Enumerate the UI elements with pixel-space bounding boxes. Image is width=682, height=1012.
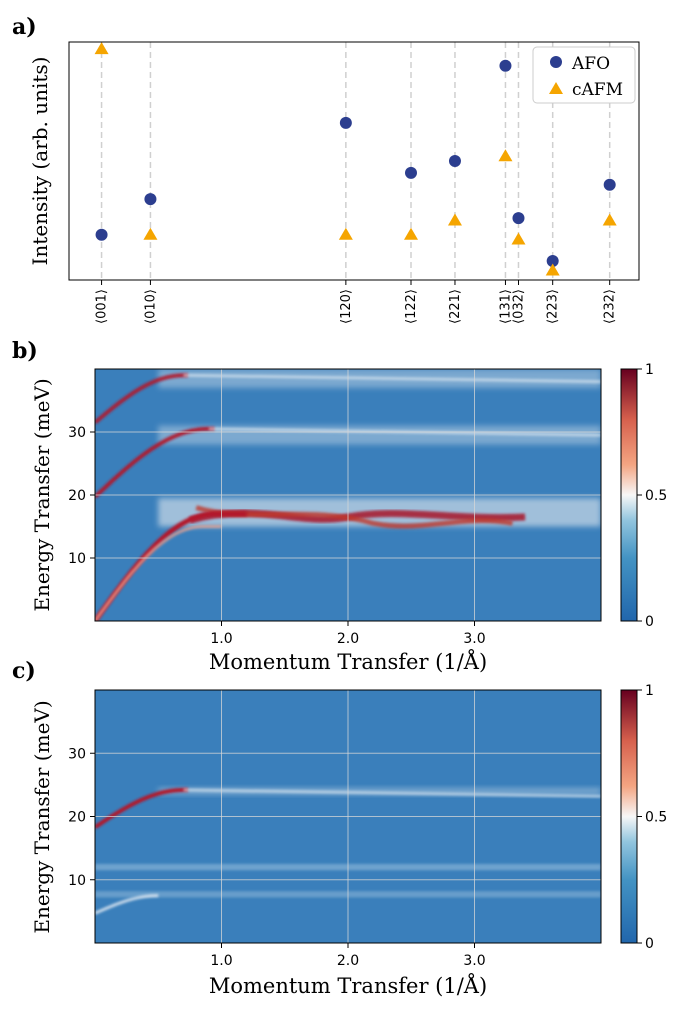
a-legend: AFO cAFM — [532, 46, 636, 104]
c-cb-tick-label: 0 — [645, 936, 654, 952]
panel-a: ⟨001⟩ ⟨010⟩ ⟨120⟩ ⟨122⟩ ⟨221⟩ ⟨131⟩⟨032⟩ ⟨223⟩… — [28, 41, 640, 324]
a-point-afo — [499, 59, 512, 72]
a-point-cafm — [338, 227, 353, 240]
a-xtick-label: ⟨001⟩ — [95, 289, 110, 324]
legend-cafm-marker — [549, 82, 563, 94]
a-point-cafm — [447, 213, 462, 226]
c-colorbar — [620, 689, 638, 944]
a-point-afo — [603, 178, 616, 191]
a-ylabel: Intensity (arb. units) — [28, 57, 52, 266]
c-low-branch — [95, 894, 159, 915]
c-optic-flat — [158, 788, 601, 795]
c-xtick-label: 2.0 — [337, 953, 359, 969]
b-xtick-label: 2.0 — [337, 631, 359, 647]
panel-label-c: c) — [12, 658, 36, 684]
a-point-afo — [144, 193, 157, 206]
c-xtick-label: 1.0 — [210, 953, 232, 969]
b-acoustic-branch — [95, 525, 222, 621]
a-point-afo — [512, 212, 525, 225]
b-ytick-label: 20 — [68, 488, 86, 504]
a-frame — [68, 41, 640, 281]
b-gridlines — [95, 369, 601, 621]
a-point-afo — [448, 155, 461, 167]
a-points — [94, 42, 617, 276]
a-point-afo — [339, 116, 352, 129]
legend-afo-label: AFO — [571, 54, 610, 74]
legend-afo-marker — [550, 56, 562, 68]
panel-label-b: b) — [12, 338, 38, 364]
c-gridlines — [95, 690, 601, 943]
c-ytick-label: 30 — [68, 746, 86, 762]
b-xtick-label: 1.0 — [210, 631, 232, 647]
c-cb-tick-label: 1 — [645, 683, 654, 699]
b-optic-branch — [95, 426, 215, 499]
a-point-cafm — [404, 227, 418, 240]
b-ytick-label: 30 — [68, 425, 86, 441]
panel-label-a: a) — [12, 14, 37, 40]
b-colorbar — [620, 368, 638, 622]
c-colorbar-ticks: 00.51 — [637, 683, 667, 952]
a-point-cafm — [511, 232, 526, 245]
b-optic-continuation — [183, 373, 601, 384]
a-xtick-label: ⟨223⟩ — [546, 289, 561, 324]
a-point-afo — [95, 228, 108, 241]
b-colorbar-ticks: 00.51 — [637, 362, 667, 630]
a-xtick-label: ⟨122⟩ — [404, 289, 419, 324]
b-ytick-label: 10 — [68, 551, 86, 567]
c-optic-branch — [95, 787, 188, 829]
b-cb-tick-label: 0.5 — [645, 488, 667, 504]
b-xlabel: Momentum Transfer (1/Å) — [209, 649, 487, 674]
a-point-cafm — [498, 149, 513, 162]
a-point-afo — [546, 254, 559, 267]
a-point-cafm — [545, 263, 560, 276]
a-xtick-label: ⟨232⟩ — [603, 289, 618, 324]
c-optic-continuation — [183, 788, 601, 798]
c-ylabel: Energy Transfer (meV) — [30, 700, 54, 933]
b-xtick-label: 3.0 — [463, 631, 485, 647]
a-xtick-label: ⟨221⟩ — [448, 289, 463, 324]
c-ticks: 1.0 2.0 3.0 10 20 30 — [68, 746, 485, 969]
a-point-cafm — [94, 42, 109, 55]
a-point-cafm — [602, 213, 617, 226]
a-xticks: ⟨001⟩ ⟨010⟩ ⟨120⟩ ⟨122⟩ ⟨221⟩ ⟨131⟩⟨032⟩ ⟨223⟩… — [95, 280, 618, 324]
b-ticks: 1.0 2.0 3.0 10 20 30 — [68, 425, 485, 647]
c-ytick-label: 10 — [68, 873, 86, 889]
b-cb-tick-label: 0 — [645, 614, 654, 630]
c-ytick-label: 20 — [68, 810, 86, 826]
c-cb-tick-label: 0.5 — [645, 810, 667, 826]
a-xtick-label: ⟨120⟩ — [339, 289, 354, 324]
a-xtick-label: ⟨032⟩ — [511, 289, 526, 324]
c-xlabel: Momentum Transfer (1/Å) — [209, 973, 487, 998]
b-cb-tick-label: 1 — [645, 362, 654, 378]
a-point-afo — [405, 166, 417, 179]
b-heatmap — [95, 369, 601, 621]
a-point-cafm — [143, 227, 158, 240]
b-ylabel: Energy Transfer (meV) — [30, 378, 54, 611]
c-xtick-label: 3.0 — [463, 953, 485, 969]
a-xtick-label: ⟨131⟩ — [498, 289, 513, 324]
a-xtick-label: ⟨010⟩ — [143, 289, 158, 324]
legend-cafm-label: cAFM — [572, 80, 623, 100]
b-optic-branch — [95, 373, 188, 425]
